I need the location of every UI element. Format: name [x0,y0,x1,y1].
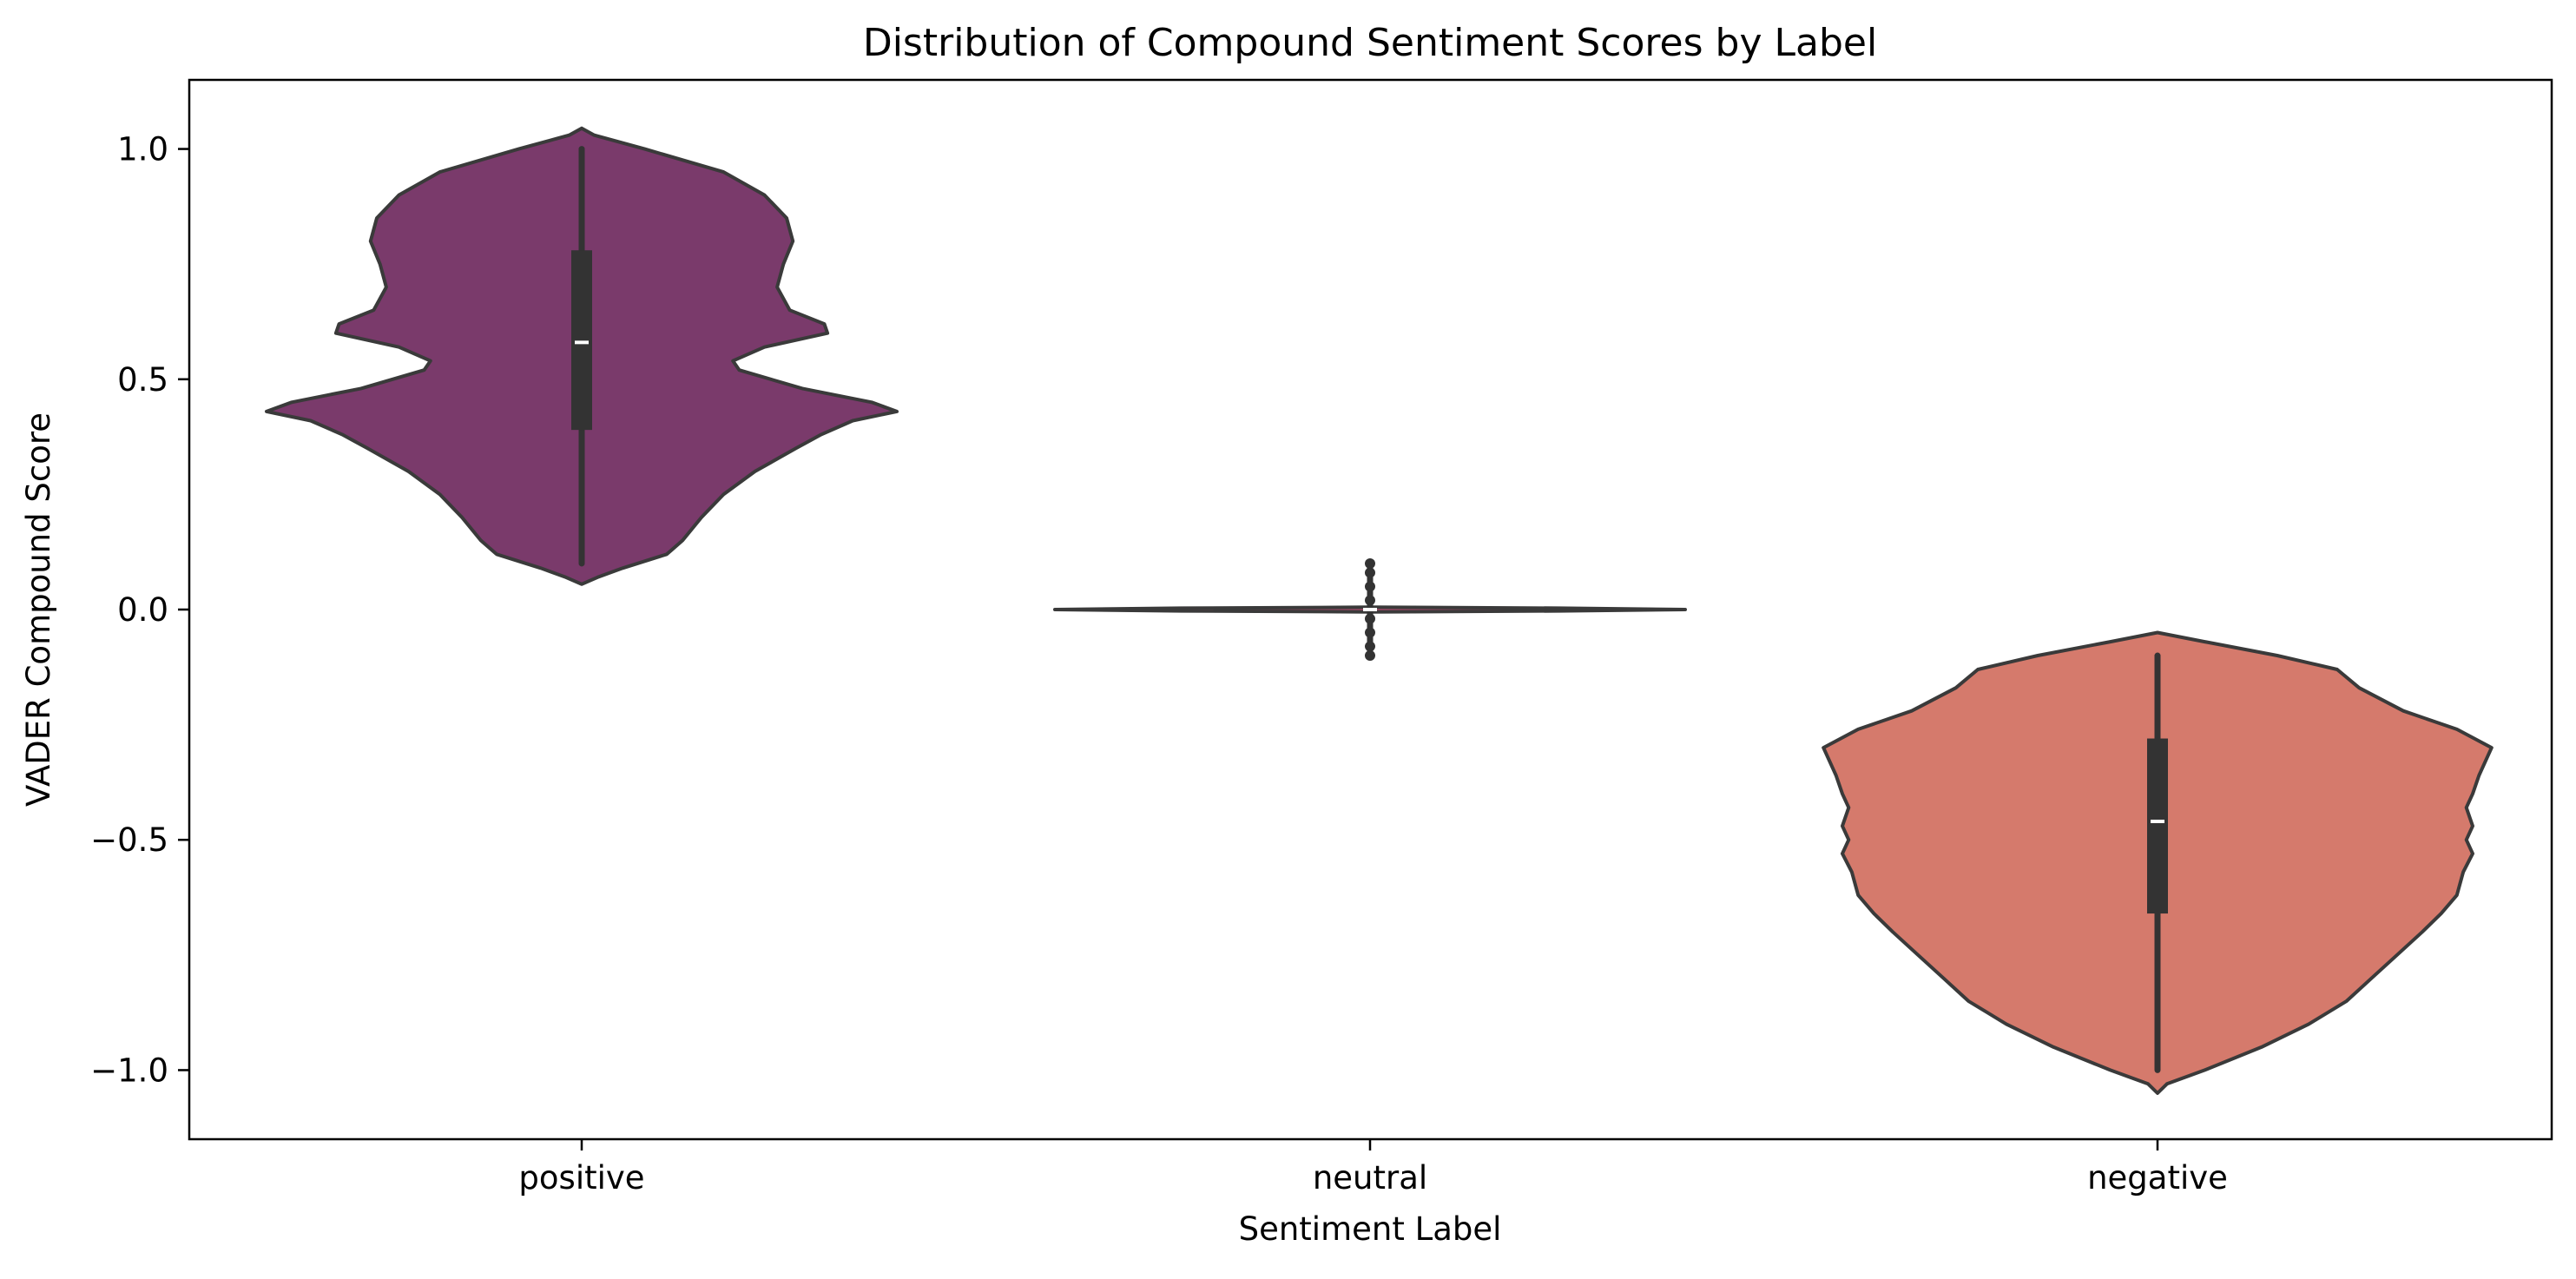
outlier-point-neutral-5 [1365,581,1375,592]
box-layer [571,146,2168,1073]
y-tick-label: 1.0 [117,131,168,168]
x-tick-label-neutral: neutral [1313,1159,1427,1197]
outlier-point-neutral-6 [1365,567,1375,578]
y-tick-label: −0.5 [90,821,168,859]
x-axis: positive neutral negative [518,1139,2228,1197]
outlier-point-neutral-4 [1365,595,1375,606]
y-tick-label: −1.0 [90,1052,168,1089]
x-axis-label: Sentiment Label [1239,1210,1502,1248]
iqr-box-positive [571,250,592,431]
y-tick-label: 0.0 [117,591,168,629]
x-tick-label-negative: negative [2087,1159,2228,1197]
y-tick-label: 0.5 [117,361,168,399]
y-axis: 1.0 0.5 0.0 −0.5 −1.0 [90,131,189,1089]
outlier-point-neutral-0 [1365,650,1375,662]
outlier-point-neutral-3 [1365,613,1375,624]
x-tick-label-positive: positive [518,1159,644,1197]
outlier-point-neutral-2 [1365,627,1375,638]
chart-title: Distribution of Compound Sentiment Score… [863,21,1877,65]
y-axis-label: VADER Compound Score [20,412,57,807]
outlier-point-neutral-7 [1365,557,1375,569]
iqr-box-negative [2147,738,2168,914]
outlier-point-neutral-1 [1365,641,1375,652]
